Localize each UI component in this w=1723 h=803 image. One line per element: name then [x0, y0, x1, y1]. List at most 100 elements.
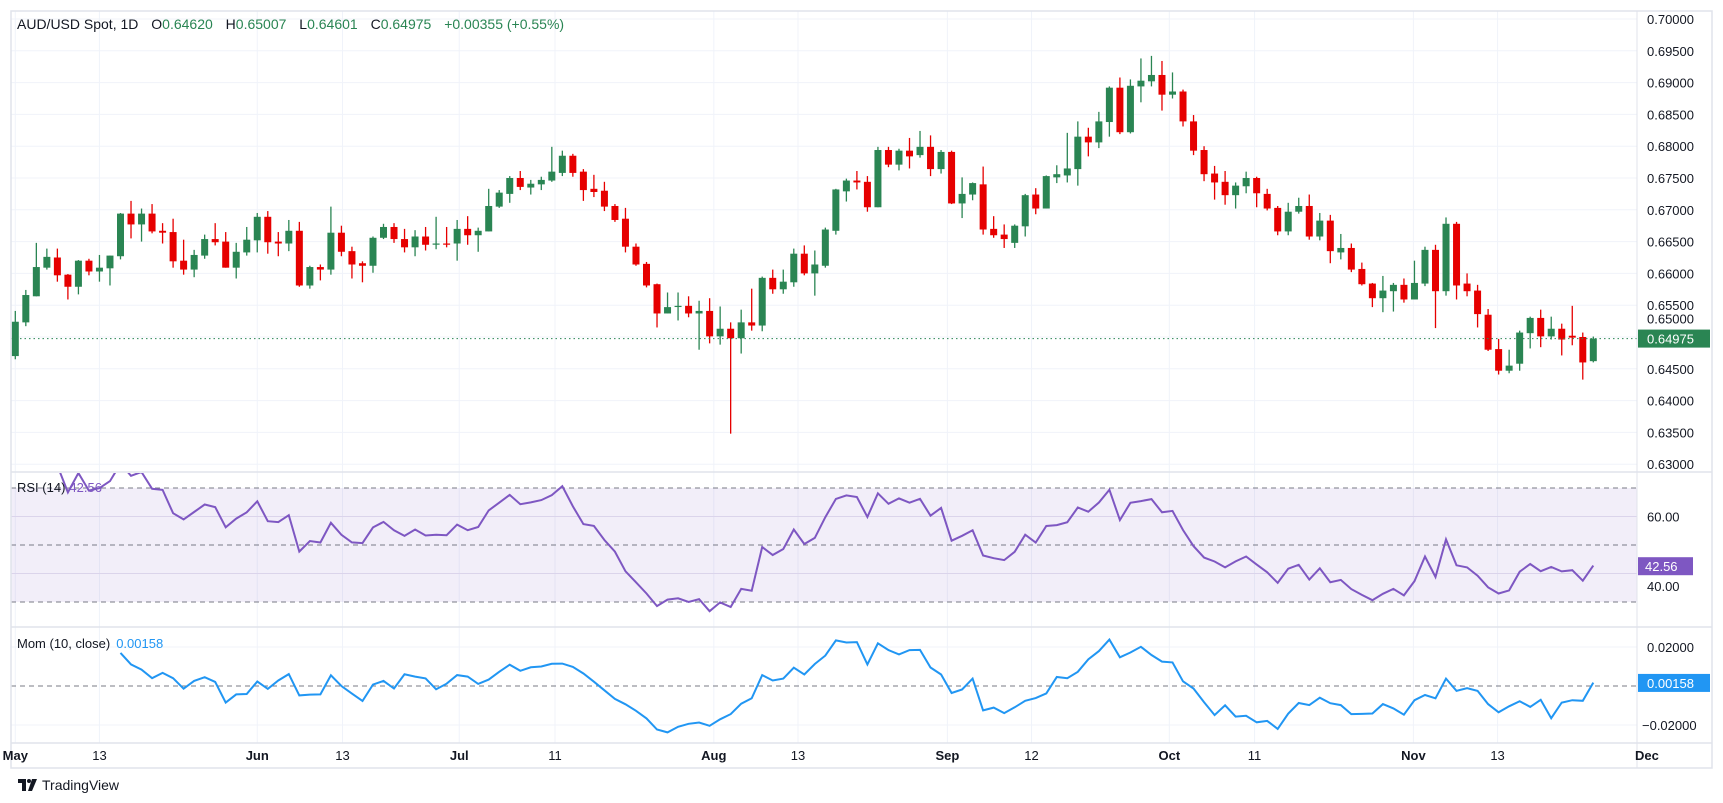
candle — [1242, 171, 1250, 194]
candle-body — [422, 236, 430, 245]
candle — [632, 243, 640, 266]
candle-body — [800, 253, 808, 274]
candle-body — [316, 267, 324, 270]
candle — [485, 188, 493, 232]
candle-body — [32, 267, 40, 297]
candle — [1547, 316, 1555, 340]
candle — [401, 228, 409, 253]
candle — [232, 242, 240, 279]
candle-body — [1074, 136, 1082, 170]
candle-body — [790, 253, 798, 283]
price-tick-label: 0.64000 — [1647, 394, 1694, 409]
candle-body — [306, 267, 314, 286]
candle — [295, 221, 303, 287]
candle — [1442, 217, 1450, 296]
candle-body — [453, 228, 461, 244]
time-tick-label: Nov — [1401, 748, 1426, 763]
price-tick-label: 0.63500 — [1647, 425, 1694, 440]
candle — [958, 177, 966, 219]
candle — [201, 234, 209, 259]
candle — [1263, 188, 1271, 211]
mom-tick-label: 0.02000 — [1647, 640, 1694, 655]
low-value: 0.64601 — [307, 16, 358, 32]
candle-body — [548, 171, 556, 181]
symbol-legend[interactable]: AUD/USD Spot, 1D O0.64620 H0.65007 L0.64… — [17, 16, 564, 32]
axes[interactable]: 0.70000 0.69500 0.69000 0.68500 0.68000 0.675… — [3, 12, 1710, 763]
candle — [327, 206, 335, 275]
candle — [664, 292, 672, 314]
candle-body — [1063, 168, 1071, 176]
candle-body — [232, 251, 240, 268]
candle-body — [1232, 185, 1240, 196]
candle — [1063, 132, 1071, 183]
candle-body — [1158, 74, 1166, 95]
tradingview-logo[interactable]: TradingView — [18, 777, 119, 793]
candle — [1295, 197, 1303, 214]
candle-body — [295, 230, 303, 286]
rsi-tick-label: 60.00 — [1647, 510, 1680, 525]
candle — [1316, 212, 1324, 241]
candle-body — [1000, 234, 1008, 240]
candle-body — [464, 228, 472, 236]
candle-body — [106, 255, 114, 269]
candle-body — [506, 178, 514, 194]
mom-label[interactable]: Mom (10, close) — [17, 636, 111, 651]
candle-body — [1032, 194, 1040, 209]
candle — [1169, 72, 1176, 99]
time-tick-label: Dec — [1635, 748, 1659, 763]
candle — [1505, 349, 1513, 374]
candle-body — [1537, 317, 1545, 337]
time-tick-label: 13 — [1490, 748, 1504, 763]
candle-body — [159, 230, 167, 233]
candle — [769, 269, 777, 294]
candle-body — [1326, 220, 1334, 252]
candle-body — [664, 307, 672, 314]
candle — [811, 250, 819, 296]
symbol-title[interactable]: AUD/USD Spot, 1D — [17, 16, 139, 32]
change-value: +0.00355 (+0.55%) — [444, 16, 565, 32]
candle-body — [906, 150, 913, 157]
candle — [32, 242, 40, 297]
candle — [1389, 282, 1397, 312]
candle-body — [190, 254, 198, 270]
candle-body — [1432, 249, 1439, 292]
candle-body — [443, 243, 451, 245]
candle — [1021, 193, 1029, 237]
candle-body — [653, 284, 661, 314]
candle — [1105, 86, 1113, 137]
rsi-label[interactable]: RSI (14) — [17, 480, 66, 495]
rsi-legend[interactable]: RSI (14) 42.56 — [17, 480, 102, 495]
candle — [1484, 309, 1492, 351]
rsi-value-badge — [1638, 557, 1693, 576]
candle-body — [1358, 268, 1366, 285]
candle-body — [22, 295, 30, 323]
candle-body — [958, 193, 966, 204]
candle — [727, 322, 735, 434]
candle — [432, 216, 440, 250]
candle-body — [201, 239, 209, 256]
candle-body — [590, 188, 598, 192]
candle — [1011, 224, 1019, 248]
candle-body — [1021, 195, 1029, 227]
price-tick-label: 0.69000 — [1647, 76, 1694, 91]
mom-legend[interactable]: Mom (10, close) 0.00158 — [17, 636, 163, 651]
candle-body — [11, 321, 19, 357]
candle — [95, 254, 103, 282]
candle-body — [1221, 181, 1229, 196]
candle — [64, 274, 72, 300]
candle-body — [716, 328, 724, 337]
candle-body — [222, 241, 230, 268]
candle-body — [148, 213, 156, 232]
candle-body — [53, 257, 61, 276]
candle — [127, 200, 135, 239]
candle-body — [927, 146, 935, 170]
candle-body — [380, 226, 387, 238]
candle — [1421, 246, 1429, 287]
candle — [969, 182, 977, 201]
candle-body — [1095, 121, 1103, 143]
candle-body — [1316, 220, 1324, 237]
candle — [22, 289, 30, 327]
candle — [1495, 338, 1503, 375]
candle-body — [127, 213, 135, 225]
